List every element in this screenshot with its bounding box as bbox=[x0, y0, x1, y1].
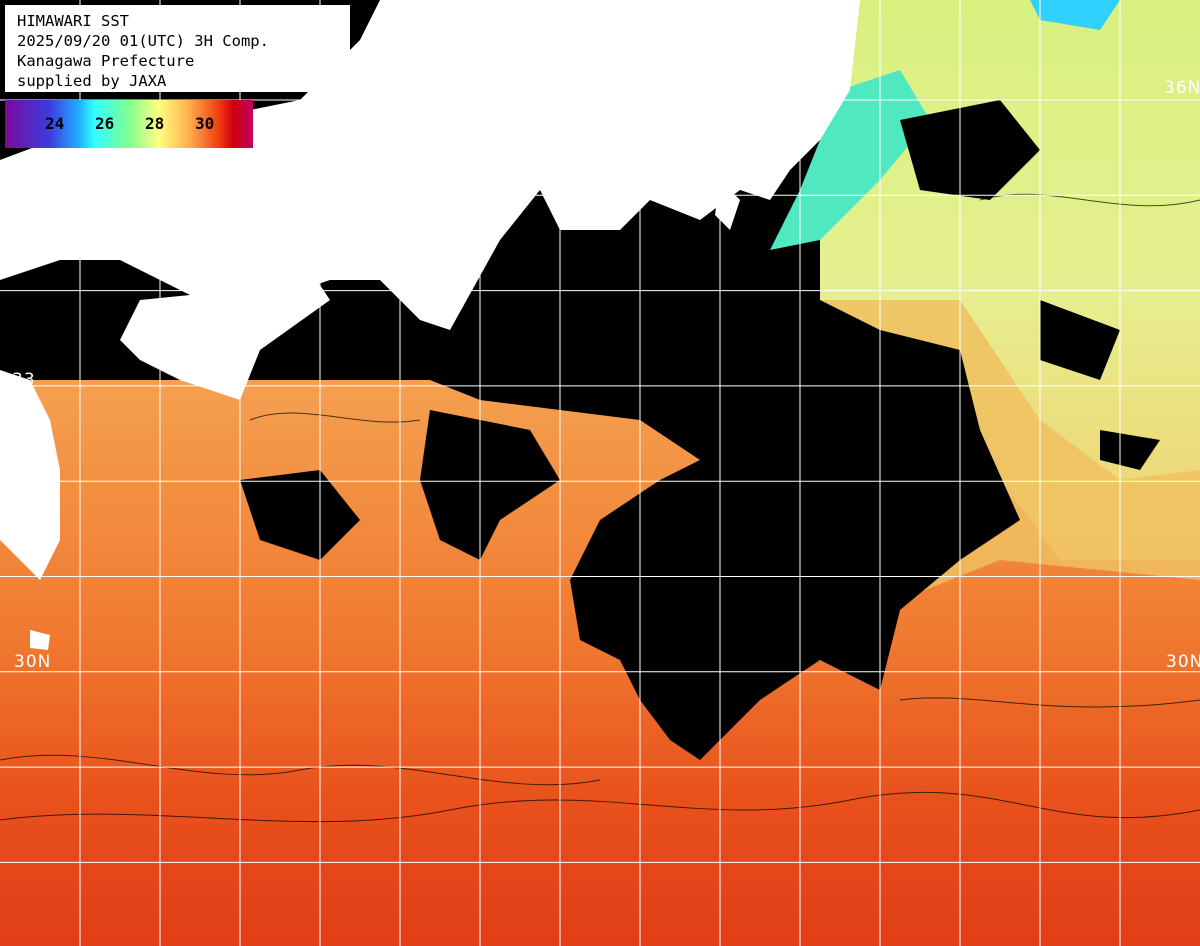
colorbar-label: 28 bbox=[145, 114, 165, 133]
cold-coastal-water bbox=[770, 70, 930, 250]
title-line-credit: supplied by JAXA bbox=[17, 72, 167, 90]
lat-label-30n-left: 30N bbox=[14, 652, 52, 672]
colorbar-label: 30 bbox=[195, 114, 215, 133]
title-line-product: HIMAWARI SST bbox=[17, 12, 129, 30]
cloud-mask bbox=[0, 100, 1160, 760]
title-line-datetime: 2025/09/20 01(UTC) 3H Comp. bbox=[17, 32, 269, 50]
lat-label-33n: 33 bbox=[12, 370, 36, 390]
lat-label-36n: 36N bbox=[1164, 78, 1200, 98]
color-scale-legend: 24 26 28 30 bbox=[5, 100, 253, 148]
cold-water-top bbox=[1030, 0, 1120, 30]
lat-label-30n-right: 30N bbox=[1166, 652, 1200, 672]
title-line-org: Kanagawa Prefecture bbox=[17, 52, 195, 70]
sst-contours bbox=[0, 193, 1200, 823]
izu-peninsula bbox=[715, 180, 740, 230]
shikoku bbox=[120, 270, 330, 400]
title-box: HIMAWARI SST 2025/09/20 01(UTC) 3H Comp.… bbox=[5, 5, 350, 92]
honshu bbox=[0, 0, 860, 330]
colorbar-label: 26 bbox=[95, 114, 115, 133]
land-mask bbox=[0, 0, 860, 650]
colorbar-label: 24 bbox=[45, 114, 65, 133]
kyushu bbox=[0, 370, 60, 580]
tanegashima-island bbox=[30, 630, 50, 650]
